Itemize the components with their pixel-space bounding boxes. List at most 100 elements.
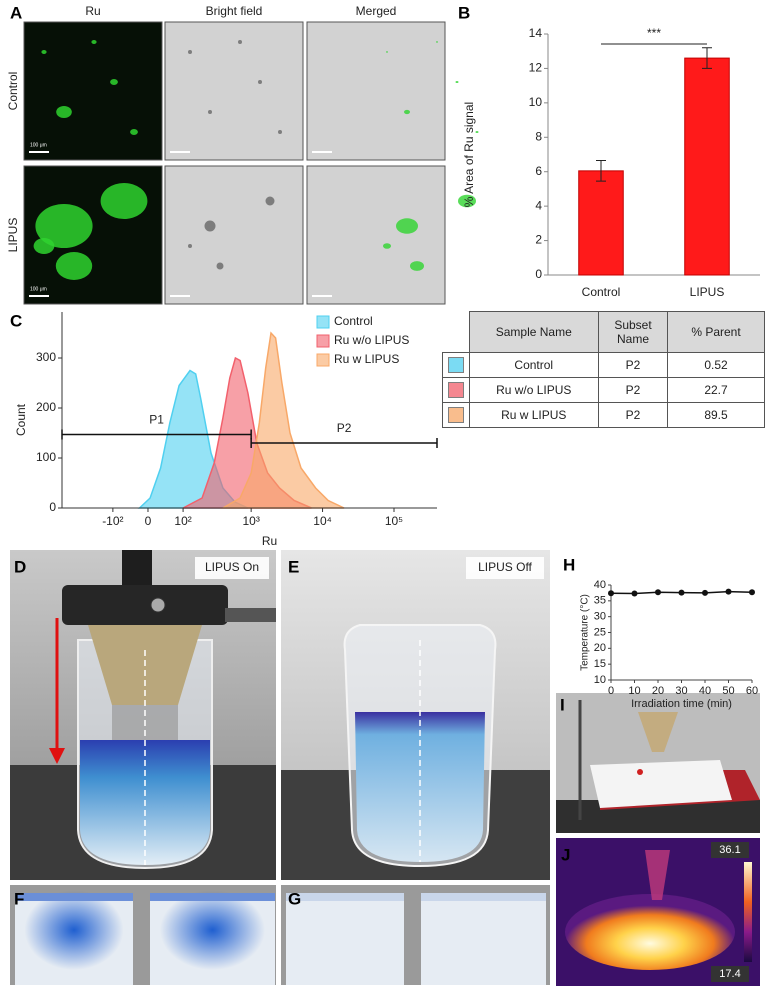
label-box (466, 557, 544, 579)
micrograph (306, 165, 446, 305)
y-tick-label: 2 (535, 233, 542, 247)
table-cell: 22.7 (667, 377, 765, 403)
point (702, 589, 708, 596)
label-box (195, 557, 269, 579)
marker (637, 769, 643, 775)
foam-top (150, 893, 275, 901)
scale-min: 17.4 (719, 968, 740, 980)
y-tick-label: 10 (594, 674, 606, 686)
foam-block (421, 893, 546, 985)
panel-letter: B (458, 3, 470, 22)
table-body: Control P2 0.52 Ru w/o LIPUS P2 22.7 Ru w LIPU… (442, 352, 765, 428)
error-bar (702, 47, 712, 69)
foam-top (15, 893, 133, 901)
legend-swatch (316, 353, 330, 367)
y-tick-label: 10 (529, 95, 543, 109)
liquid (355, 712, 485, 862)
significance-label: *** (647, 26, 661, 40)
paper (590, 760, 732, 808)
y-tick-label: 25 (594, 626, 606, 638)
table-cell: Ru w LIPUS (468, 402, 599, 428)
fluor-signal (56, 106, 72, 118)
fluor-signal (386, 51, 388, 53)
table-cell: P2 (598, 402, 668, 428)
y-tick-label: 12 (529, 61, 543, 75)
histogram-area (220, 331, 345, 509)
cell-debris (258, 80, 262, 84)
table-cell: 0.52 (667, 352, 765, 378)
row-swatch (447, 407, 464, 423)
x-tick-label: 10⁴ (313, 514, 332, 528)
foam-block (286, 893, 404, 985)
screw (150, 597, 166, 613)
cell-debris (238, 40, 242, 44)
y-tick-label: 20 (594, 642, 606, 654)
y-tick-label: 300 (36, 350, 56, 364)
fluor-signal (404, 109, 410, 115)
photo-label: LIPUS On (205, 560, 259, 574)
y-tick-label: 8 (535, 129, 542, 143)
cell-debris (208, 110, 212, 114)
x-tick-label: 10³ (242, 514, 259, 528)
panel-letter: I (560, 695, 565, 714)
y-tick-label: 35 (594, 595, 606, 607)
cell-debris (204, 220, 216, 232)
panel-letter: H (563, 555, 575, 574)
y-axis-label: Count (14, 403, 28, 436)
cell-debris (188, 50, 192, 54)
point (608, 590, 614, 597)
error-bar (596, 160, 606, 182)
fluor-signal (436, 41, 438, 43)
foam-top (421, 893, 546, 901)
column-title: Ru (85, 4, 100, 18)
panel-letter: F (14, 889, 24, 908)
legend-label: Control (334, 314, 373, 328)
micrograph (306, 21, 446, 161)
fluor-signal (100, 183, 148, 219)
x-tick-label: 40 (699, 685, 711, 697)
y-tick-label: 4 (535, 198, 542, 212)
scale-max: 36.1 (719, 844, 740, 856)
x-tick-label: 0 (608, 685, 614, 697)
header-cell: Sample Name (468, 311, 599, 353)
table-cell: P2 (598, 377, 668, 403)
table-row: Ru w LIPUS P2 89.5 (442, 402, 765, 428)
y-tick-label: 40 (594, 579, 606, 591)
point (655, 589, 661, 596)
x-tick-label: 30 (675, 685, 687, 697)
column-title: Merged (356, 4, 397, 18)
fluor-signal (455, 80, 459, 84)
legend-label: Ru w LIPUS (334, 352, 399, 366)
micrograph (23, 21, 163, 161)
panel-letter: G (288, 889, 301, 908)
bar (578, 170, 624, 276)
fluor-signal (41, 50, 47, 54)
fluor-signal (396, 218, 418, 234)
fluor-signal (130, 129, 138, 135)
x-tick-label: 10 (628, 685, 640, 697)
fluor-signal (91, 40, 97, 44)
panel-letter: A (10, 3, 22, 22)
gate-label: P2 (337, 421, 352, 435)
foam-top (286, 893, 404, 901)
swatch-cell (442, 402, 470, 428)
cell-debris (188, 244, 192, 248)
y-axis-label: Temperature (°C) (580, 594, 591, 671)
legend-swatch (316, 315, 330, 329)
table-row: Control P2 0.52 (442, 352, 765, 378)
x-tick-label: 10² (174, 514, 191, 528)
table-cell: 89.5 (667, 402, 765, 428)
table-cell: P2 (598, 352, 668, 378)
x-tick-label: 60 (746, 685, 758, 697)
x-tick-label: 50 (722, 685, 734, 697)
swatch-cell (442, 352, 470, 378)
y-tick-label: 100 (36, 450, 56, 464)
row-label: Control (6, 72, 20, 111)
point (631, 590, 638, 597)
cell-debris (278, 130, 282, 134)
panel-letter: C (10, 311, 22, 330)
x-tick-label: -10² (102, 514, 123, 528)
y-tick-label: 14 (529, 26, 543, 40)
